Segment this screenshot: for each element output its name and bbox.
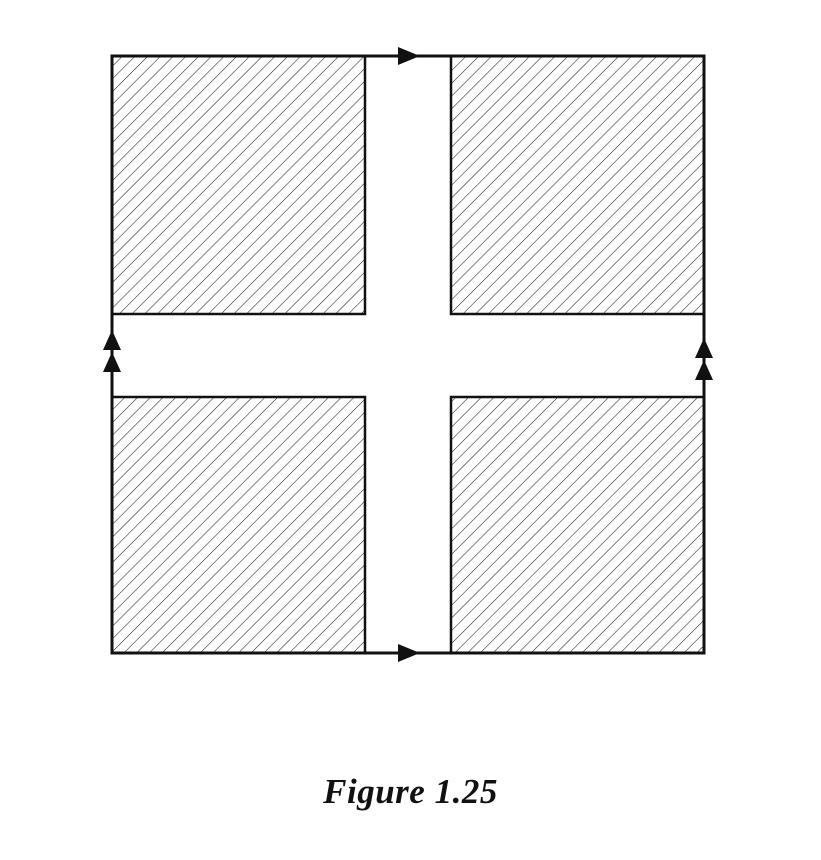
bottom-edge-arrow — [398, 644, 420, 662]
torus-identification-diagram — [103, 47, 713, 662]
vertical-strip — [367, 57, 449, 652]
hatched-square-bottom-left — [110, 395, 367, 655]
right-edge-double-arrow — [695, 338, 713, 380]
hatched-square-bottom-right — [449, 395, 706, 655]
hatched-square-top-left — [110, 54, 367, 316]
figure-caption: Figure 1.25 — [323, 772, 498, 811]
left-edge-double-arrow — [103, 330, 121, 372]
top-edge-arrow — [398, 47, 420, 65]
hatched-square-top-right — [449, 54, 706, 316]
